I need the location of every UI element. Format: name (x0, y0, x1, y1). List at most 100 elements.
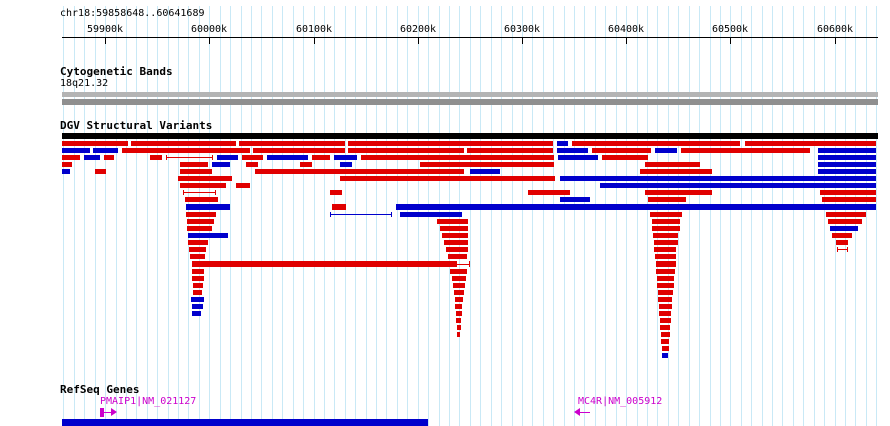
variant-bar[interactable] (191, 297, 204, 302)
variant-bar[interactable] (332, 204, 346, 210)
variant-bar[interactable] (93, 148, 118, 153)
variant-bar[interactable] (457, 325, 461, 330)
variant-bar[interactable] (185, 197, 218, 202)
variant-bar[interactable] (557, 148, 588, 153)
variant-bar[interactable] (826, 212, 866, 217)
variant-bar[interactable] (193, 290, 202, 295)
variant-bar[interactable] (456, 311, 462, 316)
variant-bar[interactable] (212, 162, 230, 167)
variant-bar[interactable] (655, 254, 676, 259)
variant-bar[interactable] (187, 226, 212, 231)
gene-body-line[interactable] (100, 412, 111, 413)
variant-bar[interactable] (592, 148, 651, 153)
variant-bar[interactable] (192, 311, 201, 316)
variant-bar[interactable] (188, 233, 228, 238)
variant-bar[interactable] (528, 190, 570, 195)
variant-bar[interactable] (832, 233, 852, 238)
variant-bar[interactable] (660, 325, 670, 330)
variant-bar[interactable] (645, 190, 712, 195)
gene-exon-box[interactable] (100, 408, 104, 417)
gene-strand-arrow-right-icon[interactable] (111, 408, 117, 416)
gene-body-line[interactable] (580, 412, 590, 413)
variant-bar[interactable] (661, 332, 670, 337)
variant-bar[interactable] (340, 176, 555, 181)
variant-bar[interactable] (657, 276, 674, 281)
variant-bar[interactable] (178, 176, 232, 181)
variant-bar[interactable] (62, 141, 128, 146)
variant-interval-line[interactable] (837, 247, 848, 252)
variant-bar[interactable] (217, 155, 238, 160)
variant-bar[interactable] (560, 176, 876, 181)
variant-bar[interactable] (654, 240, 678, 245)
variant-bar[interactable] (650, 212, 682, 217)
variant-bar[interactable] (348, 148, 464, 153)
variant-bar[interactable] (822, 197, 876, 202)
variant-bar[interactable] (745, 141, 876, 146)
variant-bar[interactable] (340, 162, 352, 167)
variant-bar[interactable] (818, 148, 876, 153)
variant-bar[interactable] (180, 183, 226, 188)
variant-bar[interactable] (662, 346, 669, 351)
variant-bar[interactable] (330, 190, 342, 195)
variant-bar[interactable] (818, 155, 876, 160)
variant-bar[interactable] (560, 197, 590, 202)
variant-bar[interactable] (572, 141, 740, 146)
variant-bar[interactable] (446, 247, 468, 252)
variant-bar[interactable] (658, 297, 672, 302)
variant-bar[interactable] (253, 148, 345, 153)
variant-bar[interactable] (62, 162, 72, 167)
variant-bar[interactable] (236, 183, 250, 188)
variant-bar[interactable] (300, 162, 312, 167)
variant-bar[interactable] (186, 204, 230, 210)
variant-bar[interactable] (122, 148, 250, 153)
variant-bar[interactable] (62, 133, 878, 139)
variant-bar[interactable] (190, 254, 205, 259)
variant-bar[interactable] (420, 162, 554, 167)
variant-bar[interactable] (186, 212, 216, 217)
variant-bar[interactable] (455, 304, 462, 309)
variant-bar[interactable] (192, 304, 203, 309)
variant-bar[interactable] (820, 190, 876, 195)
variant-bar[interactable] (192, 276, 204, 281)
variant-bar[interactable] (84, 155, 100, 160)
variant-bar[interactable] (660, 318, 671, 323)
variant-bar[interactable] (640, 169, 712, 174)
gene-label[interactable]: MC4R|NM_005912 (578, 396, 663, 407)
variant-bar[interactable] (104, 155, 114, 160)
variant-bar[interactable] (437, 219, 468, 224)
variant-bar[interactable] (187, 219, 214, 224)
gene-label[interactable]: PMAIP1|NM_021127 (100, 396, 197, 407)
variant-bar[interactable] (62, 148, 90, 153)
gene-strand-arrow-left-icon[interactable] (574, 408, 580, 416)
variant-bar[interactable] (150, 155, 162, 160)
variant-bar[interactable] (255, 169, 464, 174)
variant-bar[interactable] (450, 269, 467, 274)
variant-bar[interactable] (334, 155, 357, 160)
variant-bar[interactable] (659, 311, 671, 316)
variant-bar[interactable] (470, 169, 500, 174)
variant-bar[interactable] (396, 204, 876, 210)
variant-bar[interactable] (448, 254, 467, 259)
overview-position-bar[interactable] (62, 419, 428, 426)
variant-bar[interactable] (657, 283, 674, 288)
variant-bar[interactable] (444, 240, 468, 245)
variant-interval-line[interactable] (183, 190, 216, 195)
variant-bar[interactable] (681, 148, 810, 153)
variant-bar[interactable] (442, 233, 468, 238)
variant-bar[interactable] (62, 169, 70, 174)
variant-bar[interactable] (828, 219, 862, 224)
variant-bar[interactable] (818, 162, 876, 167)
variant-bar[interactable] (656, 261, 676, 267)
variant-bar[interactable] (457, 332, 460, 337)
variant-bar[interactable] (192, 261, 456, 267)
variant-bar[interactable] (455, 297, 463, 302)
variant-bar[interactable] (189, 247, 206, 252)
variant-bar[interactable] (188, 240, 208, 245)
variant-bar[interactable] (467, 148, 553, 153)
variant-bar[interactable] (242, 155, 263, 160)
variant-bar[interactable] (654, 247, 676, 252)
variant-interval-line[interactable] (166, 155, 213, 160)
variant-bar[interactable] (659, 304, 672, 309)
variant-bar[interactable] (452, 276, 466, 281)
variant-bar[interactable] (661, 339, 669, 344)
